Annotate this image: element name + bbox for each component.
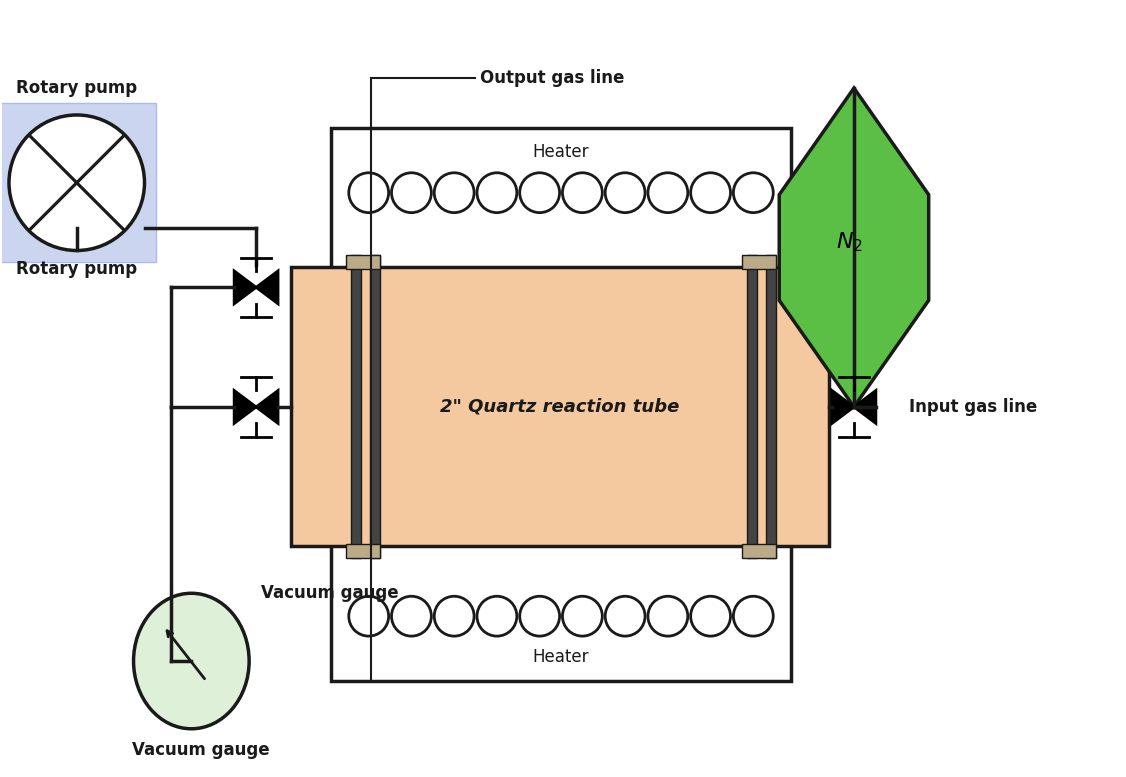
Polygon shape bbox=[234, 271, 256, 304]
Text: Rotary pump: Rotary pump bbox=[16, 79, 137, 97]
Circle shape bbox=[520, 596, 560, 636]
Circle shape bbox=[563, 596, 602, 636]
Bar bbox=[331, 128, 792, 681]
Ellipse shape bbox=[134, 594, 249, 729]
Text: Input gas line: Input gas line bbox=[909, 398, 1037, 416]
Polygon shape bbox=[234, 391, 256, 423]
Circle shape bbox=[563, 172, 602, 213]
Circle shape bbox=[733, 596, 774, 636]
Circle shape bbox=[647, 596, 688, 636]
Polygon shape bbox=[854, 391, 876, 423]
Circle shape bbox=[435, 596, 474, 636]
Circle shape bbox=[605, 596, 645, 636]
Text: Output gas line: Output gas line bbox=[481, 69, 625, 87]
Text: Rotary pump: Rotary pump bbox=[16, 260, 137, 278]
Circle shape bbox=[690, 172, 731, 213]
Bar bbox=[742, 545, 776, 559]
Circle shape bbox=[349, 596, 388, 636]
Text: 2" Quartz reaction tube: 2" Quartz reaction tube bbox=[440, 398, 680, 416]
Text: Vacuum gauge: Vacuum gauge bbox=[133, 740, 270, 758]
Circle shape bbox=[605, 172, 645, 213]
Bar bbox=[291, 267, 829, 546]
Text: Vacuum gauge: Vacuum gauge bbox=[261, 584, 399, 602]
Circle shape bbox=[392, 172, 431, 213]
Text: Heater: Heater bbox=[533, 648, 589, 666]
Circle shape bbox=[733, 172, 774, 213]
Bar bbox=[351, 256, 360, 559]
Circle shape bbox=[9, 115, 144, 250]
Polygon shape bbox=[256, 271, 278, 304]
Polygon shape bbox=[256, 391, 278, 423]
Circle shape bbox=[647, 172, 688, 213]
Bar bbox=[369, 256, 379, 559]
Circle shape bbox=[392, 596, 431, 636]
Circle shape bbox=[690, 596, 731, 636]
Circle shape bbox=[520, 172, 560, 213]
Bar bbox=[742, 256, 776, 270]
Circle shape bbox=[435, 172, 474, 213]
Bar bbox=[346, 545, 379, 559]
Bar bbox=[748, 256, 758, 559]
Circle shape bbox=[477, 172, 517, 213]
Circle shape bbox=[477, 596, 517, 636]
Polygon shape bbox=[832, 391, 854, 423]
Text: $N_2$: $N_2$ bbox=[835, 231, 863, 254]
Bar bbox=[346, 256, 379, 270]
Bar bbox=[767, 256, 776, 559]
Polygon shape bbox=[779, 88, 929, 407]
Circle shape bbox=[349, 172, 388, 213]
Bar bbox=[0, 103, 157, 263]
Text: Heater: Heater bbox=[533, 143, 589, 161]
